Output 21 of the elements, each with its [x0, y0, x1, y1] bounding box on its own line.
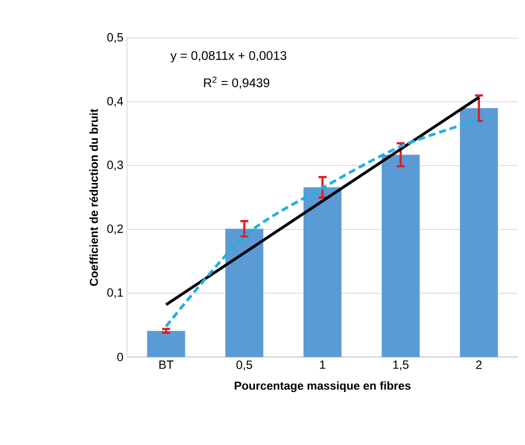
bar	[304, 187, 342, 357]
annotation: y = 0,0811x + 0,0013	[170, 51, 286, 62]
x-tick-label: 2	[476, 360, 482, 369]
y-tick-label: 0,2	[107, 224, 123, 234]
x-tick-label: 1	[320, 360, 326, 369]
bar	[460, 108, 498, 357]
line-series	[164, 118, 480, 328]
y-tick-label: 0,4	[107, 96, 124, 107]
x-tick-label: BT	[159, 360, 174, 369]
annotation: R$^{2}$ = 0,9439	[204, 76, 270, 89]
bar	[225, 228, 264, 357]
y-tick-label: 0,5	[107, 33, 123, 43]
x-tick-label: 0,5	[236, 360, 252, 370]
y-tick-label: 0,1	[107, 288, 123, 298]
y-tick-label: 0	[117, 352, 124, 362]
bar	[147, 330, 186, 357]
bar	[382, 154, 420, 357]
y-tick-label: 0,3	[107, 160, 123, 171]
x-tick-label: 1,5	[393, 360, 409, 370]
y-axis-title: Coefficient de réduction du bruit	[89, 108, 98, 286]
x-axis-title: Pourcentage massique en fibres	[234, 381, 411, 392]
